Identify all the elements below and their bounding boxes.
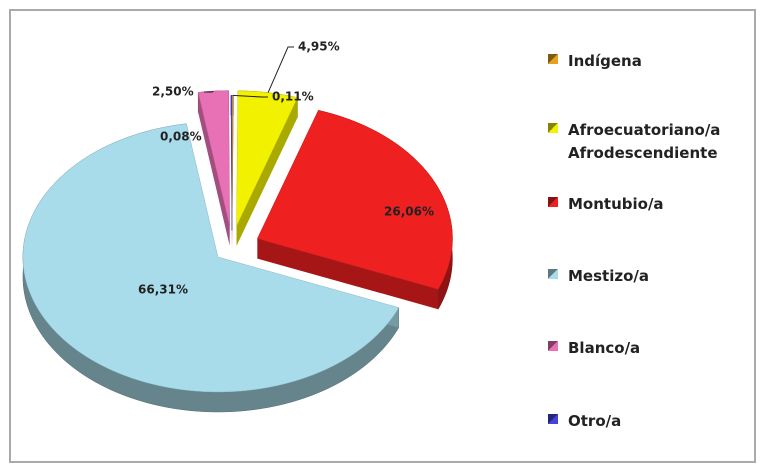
data-label: 4,95% xyxy=(298,40,340,54)
legend-item: Afroecuatoriano/a Afrodescendiente xyxy=(548,119,748,165)
data-label: 2,50% xyxy=(152,85,194,99)
leader-line xyxy=(267,46,294,93)
legend-item: Otro/a xyxy=(548,410,748,433)
legend-swatch xyxy=(548,269,558,279)
data-label: 26,06% xyxy=(384,205,434,219)
slice xyxy=(22,123,400,393)
data-label: 0,08% xyxy=(160,130,202,144)
data-label: 66,31% xyxy=(138,283,188,297)
legend-label: Blanco/a xyxy=(568,339,641,357)
legend-item: Indígena xyxy=(548,50,748,73)
legend-item: Blanco/a xyxy=(548,337,748,360)
slice xyxy=(230,95,233,231)
legend-label: Montubio/a xyxy=(568,195,664,213)
legend-label: Afroecuatoriano/a Afrodescendiente xyxy=(568,121,721,162)
leader-line xyxy=(232,94,268,98)
legend-item: Montubio/a xyxy=(548,193,748,216)
legend-label: Mestizo/a xyxy=(568,267,649,285)
legend-swatch xyxy=(548,54,558,64)
slice-wall xyxy=(198,92,230,246)
slice xyxy=(257,110,453,290)
data-label: 0,11% xyxy=(272,90,314,104)
slice xyxy=(236,90,298,227)
legend-swatch xyxy=(548,123,558,133)
legend-item: Mestizo/a xyxy=(548,265,748,288)
legend-label: Indígena xyxy=(568,52,642,70)
legend-label: Otro/a xyxy=(568,412,622,430)
legend-swatch xyxy=(548,341,558,351)
slice-wall xyxy=(236,97,298,246)
legend-swatch xyxy=(548,197,558,207)
legend-swatch xyxy=(548,414,558,424)
leader-line xyxy=(204,90,214,93)
slice-wall xyxy=(257,238,439,310)
